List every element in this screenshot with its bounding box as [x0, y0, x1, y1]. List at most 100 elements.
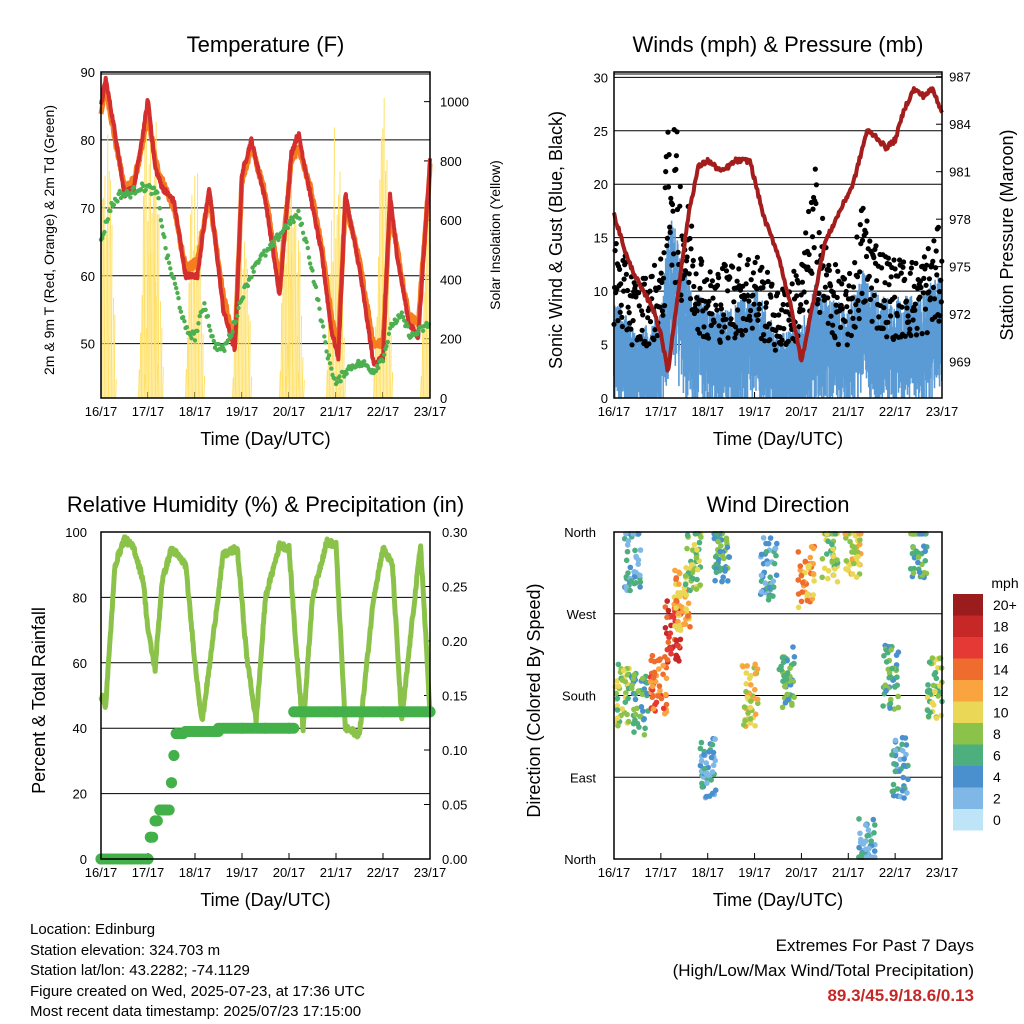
gust-point [921, 275, 927, 281]
precip-point [149, 815, 161, 827]
gust-point [898, 270, 904, 276]
dewpoint-point [241, 295, 246, 300]
dewpoint-point [229, 333, 234, 338]
y-tick-label: 50 [81, 337, 95, 352]
direction-point [685, 613, 691, 619]
dewpoint-point [162, 234, 167, 240]
legend-label: 14 [993, 662, 1009, 678]
gust-point [656, 284, 662, 291]
gust-point [867, 296, 874, 303]
direction-point [892, 747, 899, 754]
direction-point [758, 572, 765, 579]
direction-point [697, 582, 703, 588]
gust-point [618, 302, 624, 308]
dewpoint-point [172, 281, 178, 286]
direction-point [829, 559, 835, 565]
direction-point [614, 707, 621, 713]
gust-point [672, 279, 678, 286]
direction-point [752, 686, 758, 693]
gust-point [793, 273, 799, 279]
precip-point [377, 706, 389, 718]
gust-point [859, 290, 865, 296]
direction-point [647, 678, 654, 685]
direction-point [708, 777, 714, 783]
precip-point [283, 722, 295, 734]
gust-point [664, 235, 671, 241]
direction-point [698, 534, 704, 540]
extremes-title: Extremes For Past 7 Days [775, 936, 974, 955]
gust-point [619, 314, 625, 320]
direction-point [910, 570, 917, 576]
y2-tick-label: 981 [949, 165, 971, 180]
gust-point [772, 312, 778, 318]
direction-point [870, 816, 877, 823]
direction-point [871, 830, 877, 836]
legend-swatch [953, 658, 983, 680]
direction-point [933, 675, 940, 682]
direction-point [625, 570, 631, 576]
y-axis-label: 2m & 9m T (Red, Orange) & 2m Td (Green) [41, 105, 57, 375]
direction-point [687, 624, 693, 630]
y2-tick-label: 800 [440, 154, 462, 169]
direction-point [903, 751, 909, 758]
gust-point [664, 243, 670, 249]
direction-point [723, 538, 730, 544]
direction-point [765, 540, 772, 547]
direction-point [857, 830, 863, 837]
direction-point [655, 693, 661, 699]
gust-point [632, 283, 639, 289]
y2-axis-label: Station Pressure (Maroon) [997, 129, 1017, 340]
gust-point [935, 224, 942, 230]
gust-point [863, 253, 870, 260]
dewpoint-point [297, 216, 302, 221]
dewpoint-point [128, 195, 133, 200]
direction-point [862, 822, 869, 828]
dewpoint-point [181, 315, 186, 320]
direction-point [693, 554, 700, 561]
direction-point [664, 614, 670, 621]
direction-point [773, 572, 780, 578]
gust-point [805, 264, 811, 270]
gust-point [854, 234, 860, 240]
direction-point [709, 790, 716, 797]
gust-point [857, 269, 863, 275]
extremes-values: 89.3/45.9/18.6/0.13 [827, 986, 974, 1005]
direction-point [758, 551, 765, 558]
y-tick-label: West [567, 607, 597, 622]
dewpoint-point [165, 253, 171, 258]
direction-point [625, 695, 631, 702]
direction-point [771, 560, 778, 567]
gust-point [702, 298, 708, 304]
legend-swatch [953, 744, 983, 766]
direction-point [660, 705, 667, 712]
direction-point [623, 584, 629, 590]
direction-point [855, 553, 861, 560]
x-tick-label: 23/17 [926, 404, 959, 419]
direction-point [891, 706, 898, 712]
direction-point [709, 769, 716, 775]
direction-point [785, 696, 791, 703]
direction-point [901, 795, 907, 801]
direction-point [774, 540, 780, 547]
x-tick-label: 22/17 [879, 404, 912, 419]
dewpoint-point [249, 275, 254, 280]
dewpoint-point [141, 183, 146, 189]
direction-point [691, 541, 698, 548]
gust-point [832, 335, 838, 341]
x-tick-label: 21/17 [320, 865, 353, 880]
gust-point [814, 301, 821, 307]
direction-point [798, 572, 805, 579]
direction-point [825, 568, 832, 574]
gust-point [821, 293, 827, 299]
gust-point [852, 260, 858, 266]
gust-point [776, 312, 782, 318]
gust-point [659, 308, 666, 314]
direction-point [806, 562, 812, 569]
gust-point [686, 279, 692, 285]
gust-point [746, 313, 753, 319]
legend-label: 16 [993, 640, 1009, 656]
dewpoint-point [316, 297, 321, 303]
direction-point [682, 573, 689, 579]
direction-point [886, 674, 892, 681]
gust-point [862, 298, 868, 304]
